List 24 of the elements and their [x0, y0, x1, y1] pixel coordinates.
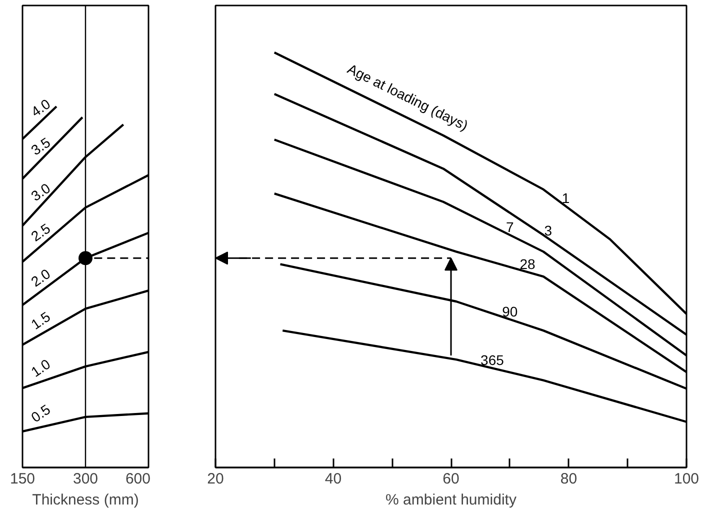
x-tick-label: 600 [125, 470, 151, 488]
text: 2.0 [28, 265, 54, 290]
text: 1.5 [28, 308, 54, 332]
series-label: 28 [520, 256, 536, 272]
x-tick-label: 80 [560, 470, 578, 488]
series-label: 3 [544, 222, 552, 238]
text: 2.5 [28, 220, 54, 244]
series-label: 1 [562, 190, 570, 206]
text: 1.0 [28, 356, 54, 380]
x-tick-label: 60 [442, 470, 460, 488]
x-tick-label: 20 [207, 470, 224, 488]
x-tick-label: 150 [10, 470, 36, 488]
series-label: 365 [480, 352, 504, 368]
x-tick-label: 300 [72, 470, 98, 488]
x-axis-title: % ambient humidity [386, 492, 517, 508]
text: 0.5 [28, 401, 54, 426]
x-tick-label: 40 [324, 470, 342, 488]
text: 3.5 [28, 134, 54, 158]
text: 4.0 [28, 96, 54, 120]
x-axis-title: Thickness (mm) [32, 492, 139, 508]
text: 3.0 [28, 180, 54, 204]
x-tick-label: 100 [674, 470, 700, 488]
series-label: 7 [506, 219, 514, 235]
series-label: 90 [502, 303, 518, 320]
